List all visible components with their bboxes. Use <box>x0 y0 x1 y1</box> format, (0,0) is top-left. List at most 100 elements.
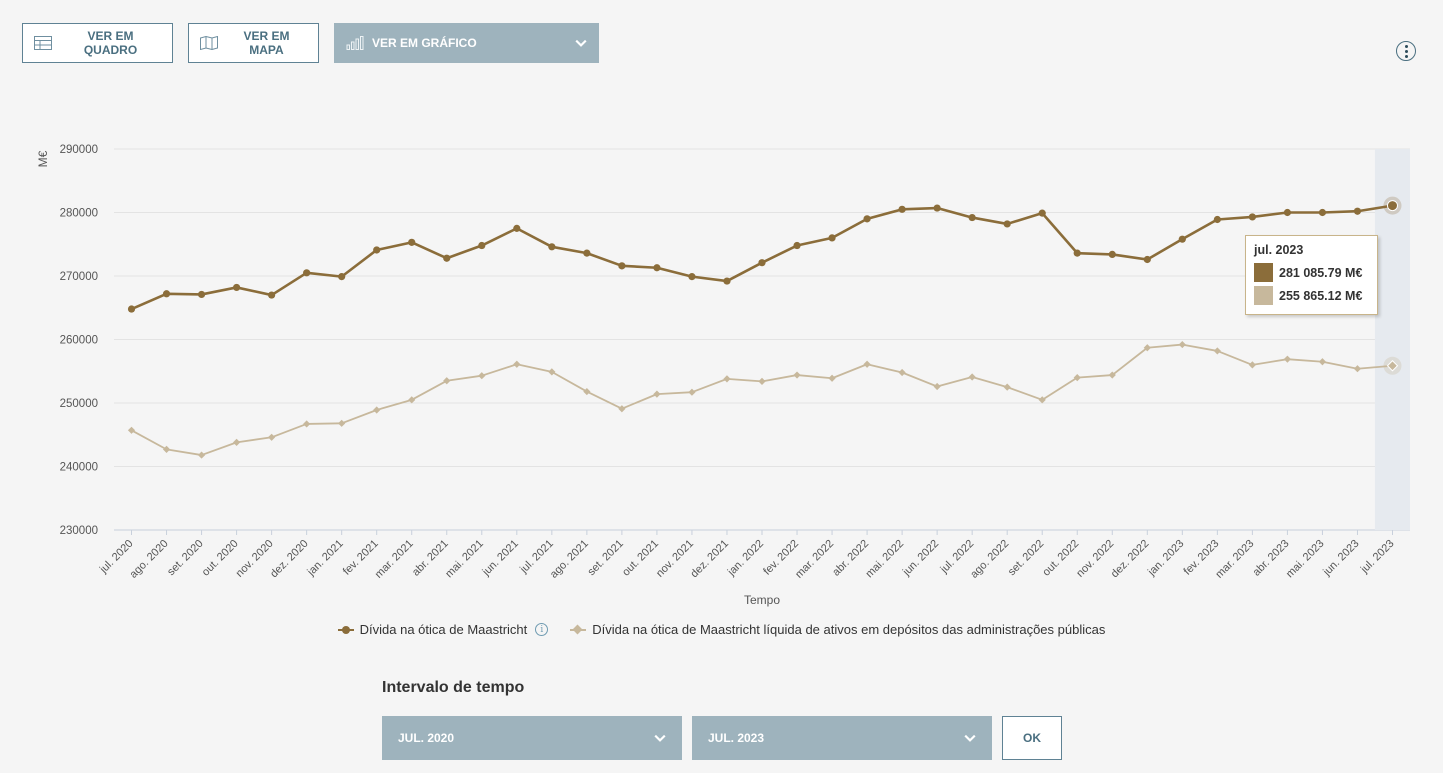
series-1-point <box>688 273 696 281</box>
series-2-point <box>162 445 171 453</box>
tooltip-value-series-1: 281 085.79 M€ <box>1279 265 1363 280</box>
legend-marker-series-2 <box>570 624 587 635</box>
series-2-point <box>268 433 276 441</box>
ok-button[interactable]: OK <box>1002 716 1062 760</box>
series-2-point <box>338 419 346 427</box>
y-axis-title: M€ <box>36 150 50 167</box>
chevron-down-icon <box>964 734 976 742</box>
x-tick-label: set. 2022 <box>1006 538 1046 578</box>
view-map-button[interactable]: VER EM MAPA <box>188 23 319 63</box>
line-chart: 230000 240000 250000 260000 270000 280000 2900… <box>36 144 1410 607</box>
more-options-icon[interactable] <box>1396 41 1416 61</box>
x-tick-label: jul. 2023 <box>1358 538 1397 577</box>
series-1-point <box>968 213 976 222</box>
x-tick-label: ago. 2022 <box>968 538 1011 581</box>
x-tick-label: dez. 2021 <box>688 538 731 581</box>
series-1-point <box>758 259 766 267</box>
series-2-point <box>548 368 556 376</box>
series-1-point <box>1108 250 1116 259</box>
chart-tooltip: jul. 2023 281 085.79 M€ 255 865.12 M€ <box>1245 235 1378 315</box>
series-1-point <box>303 269 311 277</box>
series-2-point <box>758 377 766 386</box>
legend-item-series-2[interactable]: Dívida na ótica de Maastricht líquida de… <box>570 622 1105 637</box>
series-1-point <box>1386 200 1398 212</box>
x-tick-label: dez. 2022 <box>1109 538 1152 581</box>
series-1-point <box>268 291 276 299</box>
series-2-point <box>478 372 486 380</box>
series-1-point <box>618 262 626 270</box>
view-table-label: VER EM QUADRO <box>83 29 138 57</box>
series-1-point <box>1038 209 1046 217</box>
series-1-point <box>1073 249 1081 257</box>
end-date-select[interactable]: JUL. 2023 <box>692 716 992 760</box>
view-table-button[interactable]: VER EM QUADRO <box>22 23 173 63</box>
series-1-point <box>1283 208 1292 217</box>
interval-title: Intervalo de tempo <box>382 679 525 696</box>
series-2-point <box>1248 361 1256 369</box>
table-icon <box>34 36 52 50</box>
start-date-select[interactable]: JUL. 2020 <box>382 716 682 760</box>
series-2-point <box>933 382 941 391</box>
view-chart-dropdown[interactable]: VER EM GRÁFICO <box>334 23 599 63</box>
tooltip-title: jul. 2023 <box>1254 243 1304 257</box>
series-2-point <box>618 405 626 413</box>
series-1-point <box>197 290 206 299</box>
y-tick-label: 230000 <box>60 525 98 537</box>
series-1-point <box>1353 207 1362 215</box>
series-2-point <box>898 368 906 377</box>
legend-item-series-1[interactable]: Dívida na ótica de Maastricht i <box>337 622 549 637</box>
series-2-point <box>1353 365 1362 373</box>
series-1-point <box>162 290 171 298</box>
series-2-point <box>583 387 591 396</box>
y-tick-label: 240000 <box>60 462 98 474</box>
series-1-point <box>723 277 731 285</box>
series-2-point <box>1283 355 1292 363</box>
series-2-point <box>303 420 311 428</box>
y-tick-label: 270000 <box>60 271 98 283</box>
tooltip-row-series-2: 255 865.12 M€ <box>1254 284 1369 307</box>
series-2-point <box>1213 347 1221 355</box>
series-1-point <box>127 305 136 313</box>
series-1-point <box>513 224 521 232</box>
series-1-point <box>1178 235 1186 243</box>
x-tick-label: jan. 2021 <box>305 538 346 579</box>
series-2-point <box>1003 383 1011 391</box>
series-2-point <box>197 451 206 459</box>
series-2-point <box>232 438 241 446</box>
x-tick-label: set. 2020 <box>165 538 205 578</box>
series-line-1 <box>130 204 1393 311</box>
series-1-point <box>232 283 241 292</box>
series-2-point <box>408 396 416 404</box>
chart-legend: Dívida na ótica de Maastricht i Dívida n… <box>0 622 1443 637</box>
series-1-point <box>1318 208 1327 217</box>
info-icon[interactable]: i <box>535 623 549 636</box>
chevron-down-icon <box>654 734 666 742</box>
legend-label-series-1: Dívida na ótica de Maastricht <box>359 622 528 637</box>
x-tick-label: mar. 2022 <box>793 538 836 581</box>
x-tick-label: jun. 2021 <box>480 538 521 579</box>
x-tick-label: jan. 2023 <box>1145 538 1186 579</box>
x-tick-label: set. 2021 <box>586 538 626 578</box>
view-map-label: VER EM MAPA <box>243 29 290 57</box>
tooltip-swatch-series-1 <box>1254 263 1273 282</box>
x-tick-label: jan. 2022 <box>725 538 766 579</box>
series-2-point <box>1108 371 1116 379</box>
map-icon <box>200 36 218 50</box>
series-1-point <box>898 205 906 213</box>
series-1-point <box>373 246 381 254</box>
series-2-point <box>1318 358 1327 366</box>
legend-marker-series-1 <box>337 625 354 635</box>
x-tick-label: mai. 2022 <box>864 538 907 581</box>
series-1-point <box>653 264 661 272</box>
x-tick-label: jun. 2022 <box>900 538 941 579</box>
series-1-point <box>443 254 451 262</box>
series-2-point <box>373 406 381 414</box>
x-tick-label: ago. 2021 <box>548 538 591 581</box>
series-1-point <box>583 249 591 257</box>
series-1-point <box>1248 213 1256 221</box>
series-2-point <box>968 373 976 381</box>
series-2-point <box>1143 344 1151 352</box>
series-1-point <box>338 273 346 281</box>
tooltip-swatch-series-2 <box>1254 286 1273 305</box>
view-chart-label: VER EM GRÁFICO <box>372 36 477 50</box>
